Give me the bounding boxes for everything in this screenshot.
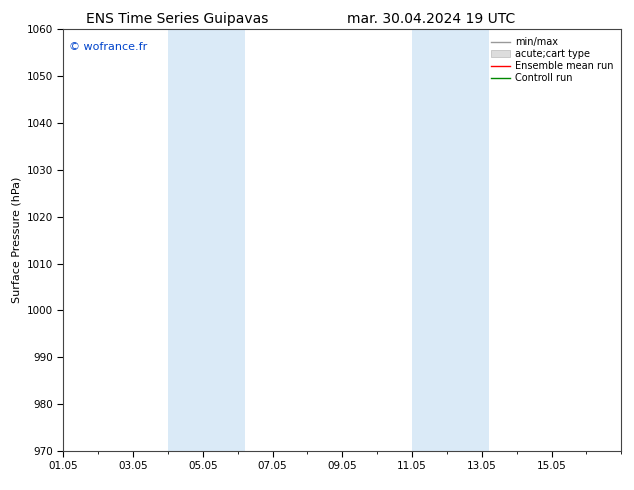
Text: ENS Time Series Guipavas: ENS Time Series Guipavas: [86, 12, 269, 26]
Legend: min/max, acute;cart type, Ensemble mean run, Controll run: min/max, acute;cart type, Ensemble mean …: [488, 34, 616, 86]
Bar: [412, 29, 489, 451]
Bar: [168, 29, 245, 451]
Text: mar. 30.04.2024 19 UTC: mar. 30.04.2024 19 UTC: [347, 12, 515, 26]
Y-axis label: Surface Pressure (hPa): Surface Pressure (hPa): [11, 177, 21, 303]
Text: © wofrance.fr: © wofrance.fr: [69, 42, 147, 52]
